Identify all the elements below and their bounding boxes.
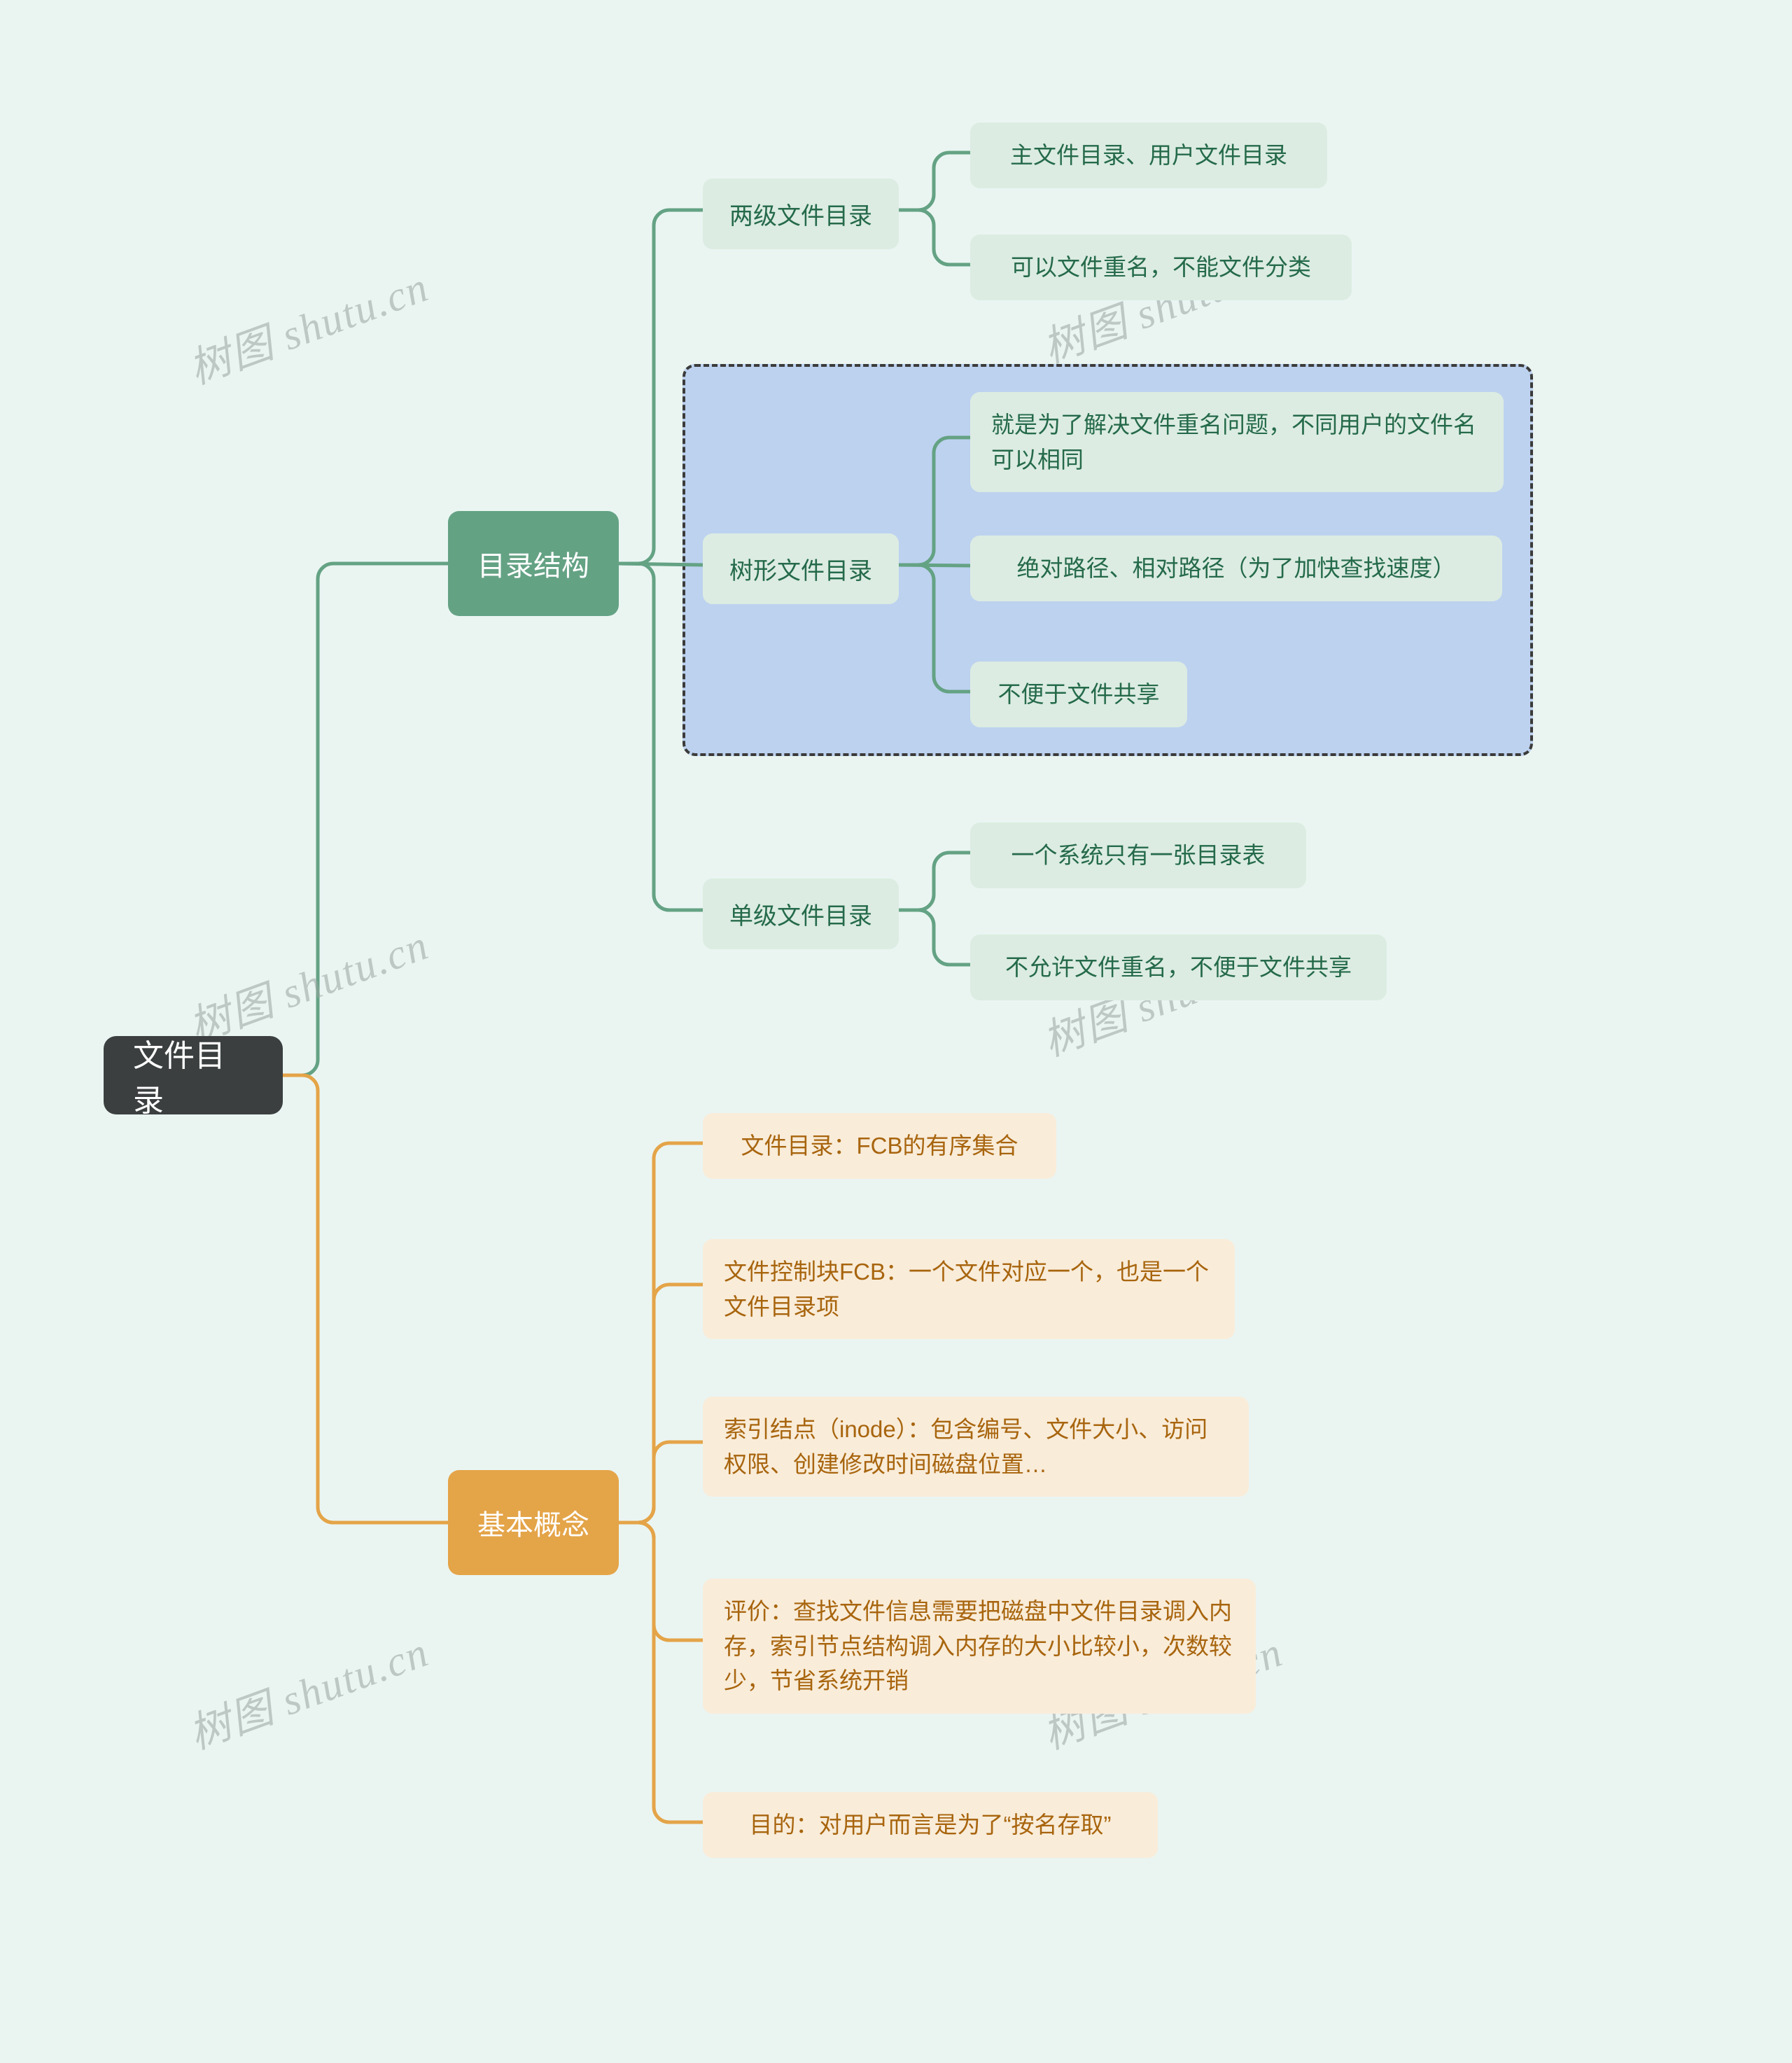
root-node: 文件目录 <box>104 1036 283 1114</box>
node-basic_d: 评价：查找文件信息需要把磁盘中文件目录调入内存，索引节点结构调入内存的大小比较小… <box>703 1579 1256 1714</box>
node-two_level: 两级文件目录 <box>703 179 899 249</box>
connector <box>899 853 970 910</box>
node-label: 索引结点（inode）：包含编号、文件大小、访问权限、创建修改时间磁盘位置… <box>724 1412 1228 1481</box>
node-tree_c: 不便于文件共享 <box>970 662 1187 727</box>
node-label: 单级文件目录 <box>729 897 872 931</box>
watermark: 树图 shutu.cn <box>179 253 436 396</box>
node-single_a: 一个系统只有一张目录表 <box>970 823 1306 888</box>
root-label: 文件目录 <box>133 1030 253 1120</box>
connector <box>899 153 970 210</box>
node-two_b: 可以文件重名，不能文件分类 <box>970 235 1352 300</box>
node-label: 目录结构 <box>477 543 589 584</box>
node-two_a: 主文件目录、用户文件目录 <box>970 123 1327 188</box>
connectors-layer <box>0 0 1792 2063</box>
node-label: 绝对路径、相对路径（为了加快查找速度） <box>1017 551 1456 586</box>
connector <box>619 1285 703 1523</box>
node-label: 评价：查找文件信息需要把磁盘中文件目录调入内存，索引节点结构调入内存的大小比较小… <box>724 1594 1235 1698</box>
node-label: 文件控制块FCB：一个文件对应一个，也是一个文件目录项 <box>724 1254 1214 1324</box>
node-basic_c: 索引结点（inode）：包含编号、文件大小、访问权限、创建修改时间磁盘位置… <box>703 1397 1249 1497</box>
node-label: 树形文件目录 <box>729 552 872 586</box>
node-single_level: 单级文件目录 <box>703 879 899 949</box>
node-label: 两级文件目录 <box>729 197 872 231</box>
connector <box>899 910 970 965</box>
node-basic_b: 文件控制块FCB：一个文件对应一个，也是一个文件目录项 <box>703 1239 1235 1339</box>
connector <box>619 1442 703 1523</box>
node-tree_dir: 树形文件目录 <box>703 533 899 604</box>
connector <box>619 1523 703 1640</box>
node-label: 文件目录：FCB的有序集合 <box>741 1128 1018 1163</box>
node-single_b: 不允许文件重名，不便于文件共享 <box>970 935 1387 1000</box>
node-label: 目的：对用户而言是为了“按名存取” <box>750 1807 1112 1842</box>
node-tree_b: 绝对路径、相对路径（为了加快查找速度） <box>970 536 1502 601</box>
node-label: 不便于文件共享 <box>998 677 1160 712</box>
node-label: 可以文件重名，不能文件分类 <box>1011 250 1311 285</box>
connector <box>619 1523 703 1822</box>
connector <box>283 1075 448 1523</box>
node-label: 就是为了解决文件重名问题，不同用户的文件名可以相同 <box>991 407 1483 477</box>
node-label: 不允许文件重名，不便于文件共享 <box>1005 950 1352 985</box>
connector <box>619 1143 703 1523</box>
node-basic_a: 文件目录：FCB的有序集合 <box>703 1113 1056 1179</box>
node-label: 主文件目录、用户文件目录 <box>1010 138 1287 173</box>
node-dirstruct: 目录结构 <box>448 511 619 616</box>
node-label: 基本概念 <box>477 1502 589 1543</box>
node-tree_a: 就是为了解决文件重名问题，不同用户的文件名可以相同 <box>970 392 1504 492</box>
connector <box>283 564 448 1075</box>
connector <box>899 210 970 265</box>
node-label: 一个系统只有一张目录表 <box>1011 838 1266 873</box>
node-basic_e: 目的：对用户而言是为了“按名存取” <box>703 1792 1158 1858</box>
node-basic: 基本概念 <box>448 1470 619 1575</box>
watermark: 树图 shutu.cn <box>179 1618 436 1761</box>
